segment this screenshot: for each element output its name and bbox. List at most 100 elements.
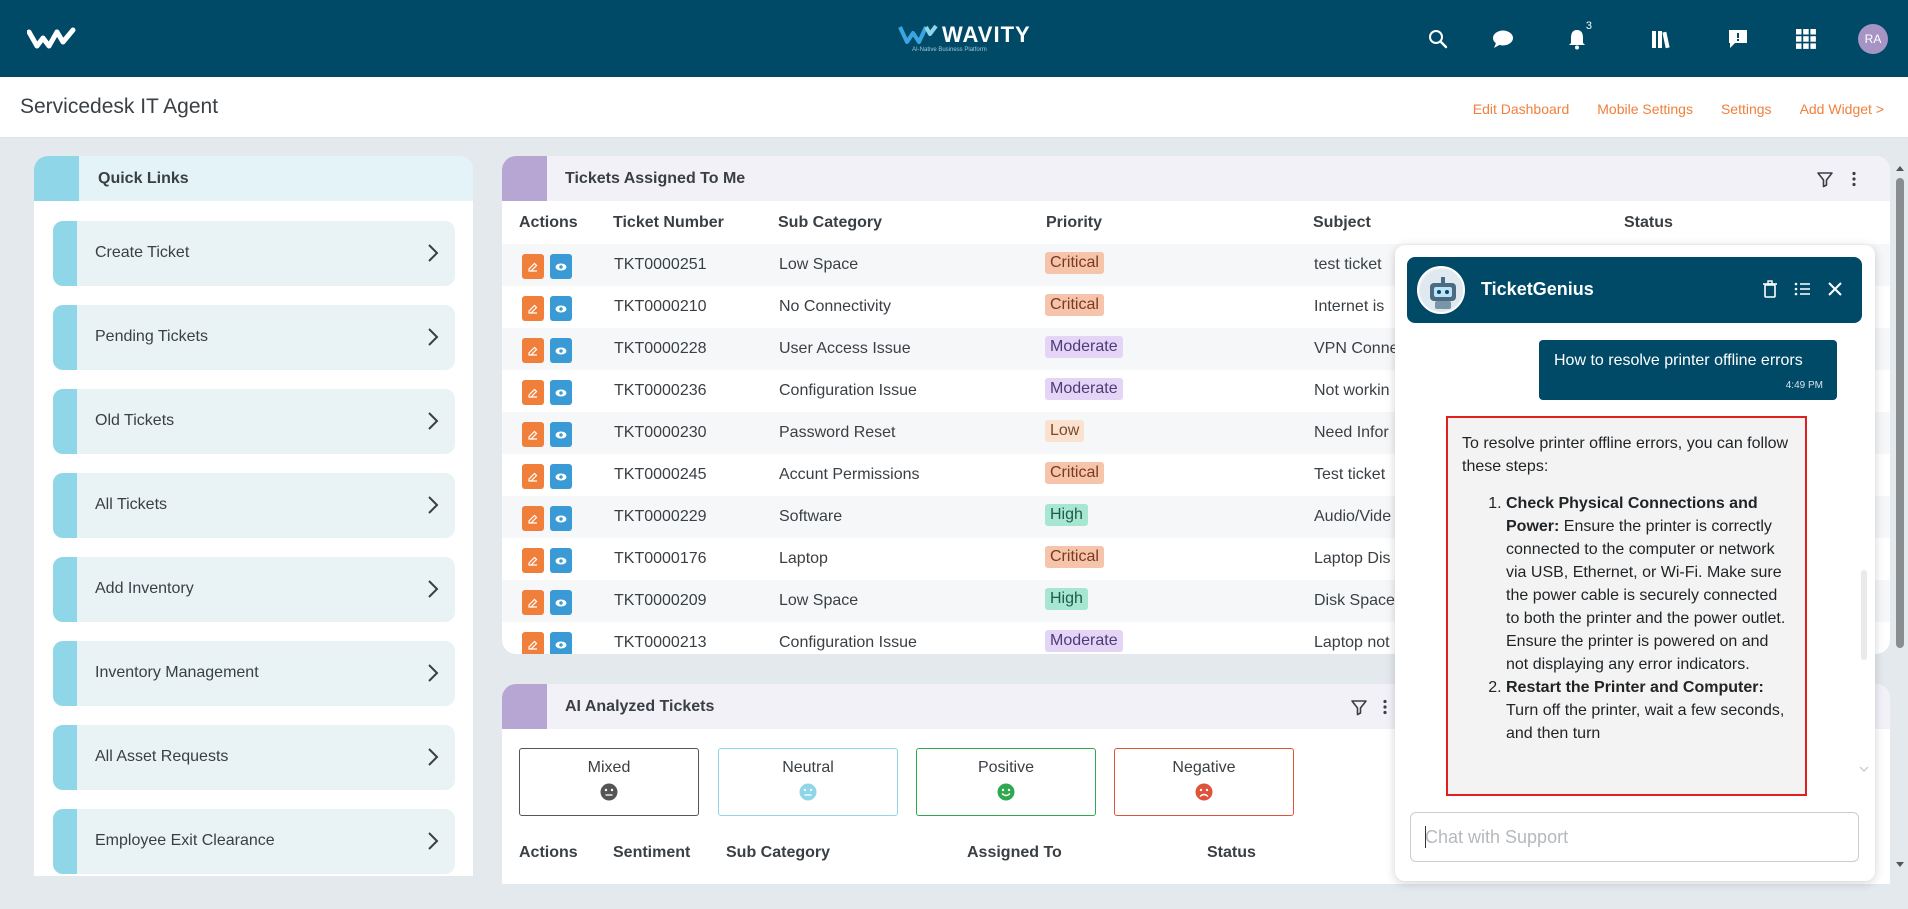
table-row[interactable]: TKT0000245 Accunt Permissions Critical T… (502, 454, 1890, 496)
filter-icon[interactable] (1350, 698, 1368, 716)
quick-link-old-tickets[interactable]: Old Tickets (53, 389, 455, 454)
priority-badge: Critical (1045, 294, 1104, 316)
quick-links-accent (34, 156, 79, 201)
view-eye-icon[interactable] (550, 380, 572, 405)
table-row[interactable]: TKT0000236 Configuration Issue Moderate … (502, 370, 1890, 412)
ticket-subject: Need Infor (1314, 424, 1389, 441)
priority-badge: Critical (1045, 252, 1104, 274)
ticket-number[interactable]: TKT0000251 (614, 256, 707, 273)
ai-column-header-sentiment[interactable]: Sentiment (613, 844, 691, 861)
quick-link-inventory-management[interactable]: Inventory Management (53, 641, 455, 706)
sentiment-card-neutral[interactable]: Neutral (718, 748, 898, 816)
view-eye-icon[interactable] (550, 590, 572, 615)
view-eye-icon[interactable] (550, 254, 572, 279)
page-scrollbar[interactable] (1894, 160, 1906, 872)
priority-badge: High (1045, 588, 1088, 610)
ticket-number[interactable]: TKT0000230 (614, 424, 707, 441)
ticket-number[interactable]: TKT0000236 (614, 382, 707, 399)
priority-badge: Critical (1045, 462, 1104, 484)
apps-grid-icon[interactable] (1789, 22, 1823, 56)
ai-column-header-sub-category[interactable]: Sub Category (726, 844, 831, 861)
edit-icon[interactable] (522, 422, 544, 447)
edit-icon[interactable] (522, 338, 544, 363)
bot-step-text: Turn off the printer, wait a few seconds… (1506, 702, 1785, 742)
chevron-down-icon[interactable] (1859, 765, 1869, 773)
user-message-bubble: How to resolve printer offline errors 4:… (1539, 340, 1837, 400)
edit-icon[interactable] (522, 506, 544, 531)
close-icon[interactable] (1825, 279, 1845, 299)
quick-link-add-inventory[interactable]: Add Inventory (53, 557, 455, 622)
settings-link[interactable]: Settings (1720, 101, 1772, 117)
user-avatar[interactable]: RA (1858, 24, 1888, 54)
edit-icon[interactable] (522, 464, 544, 489)
view-eye-icon[interactable] (550, 422, 572, 447)
view-eye-icon[interactable] (550, 632, 572, 654)
edit-icon[interactable] (522, 380, 544, 405)
ticket-number[interactable]: TKT0000245 (614, 466, 707, 483)
view-eye-icon[interactable] (550, 506, 572, 531)
column-header-sub-category[interactable]: Sub Category (778, 214, 883, 231)
edit-icon[interactable] (522, 548, 544, 573)
edit-icon[interactable] (522, 254, 544, 279)
ticket-number[interactable]: TKT0000229 (614, 508, 707, 525)
sentiment-card-positive[interactable]: Positive (916, 748, 1096, 816)
ai-column-header-assigned-to[interactable]: Assigned To (967, 844, 1062, 861)
scroll-up-arrow-icon[interactable] (1894, 163, 1906, 173)
feedback-icon[interactable] (1721, 22, 1755, 56)
view-eye-icon[interactable] (550, 338, 572, 363)
sentiment-label: Neutral (782, 759, 834, 776)
column-header-subject[interactable]: Subject (1313, 214, 1371, 231)
trash-icon[interactable] (1760, 279, 1780, 299)
table-row[interactable]: TKT0000176 Laptop Critical Laptop Dis (502, 538, 1890, 580)
mobile-settings-link[interactable]: Mobile Settings (1597, 101, 1693, 117)
ticket-number[interactable]: TKT0000176 (614, 550, 707, 567)
priority-badge: Moderate (1045, 336, 1123, 358)
edit-dashboard-link[interactable]: Edit Dashboard (1472, 101, 1570, 117)
edit-icon[interactable] (522, 296, 544, 321)
priority-badge: Moderate (1045, 630, 1123, 652)
quick-link-create-ticket[interactable]: Create Ticket (53, 221, 455, 286)
quick-link-pending-tickets[interactable]: Pending Tickets (53, 305, 455, 370)
quick-links-header: Quick Links (34, 156, 473, 201)
column-header-status[interactable]: Status (1624, 214, 1673, 231)
view-eye-icon[interactable] (550, 296, 572, 321)
edit-icon[interactable] (522, 632, 544, 654)
table-row[interactable]: TKT0000210 No Connectivity Critical Inte… (502, 286, 1890, 328)
column-header-priority[interactable]: Priority (1046, 214, 1103, 231)
wavity-logo-icon[interactable] (27, 26, 77, 52)
column-header-ticket-number[interactable]: Ticket Number (613, 214, 724, 231)
more-vertical-icon[interactable] (1845, 170, 1863, 188)
filter-icon[interactable] (1816, 170, 1834, 188)
quick-link-all-tickets[interactable]: All Tickets (53, 473, 455, 538)
chat-bubble-icon[interactable] (1486, 22, 1520, 56)
list-icon[interactable] (1792, 279, 1812, 299)
chat-scrollbar[interactable] (1861, 570, 1867, 660)
view-eye-icon[interactable] (550, 464, 572, 489)
chevron-right-icon (428, 328, 439, 346)
ticket-number[interactable]: TKT0000209 (614, 592, 707, 609)
scroll-down-arrow-icon[interactable] (1894, 860, 1906, 870)
add-widget-link[interactable]: Add Widget > (1799, 101, 1884, 117)
chevron-right-icon (428, 244, 439, 262)
sentiment-card-mixed[interactable]: Mixed (519, 748, 699, 816)
page-scrollbar-thumb[interactable] (1896, 178, 1904, 648)
view-eye-icon[interactable] (550, 548, 572, 573)
more-vertical-icon[interactable] (1376, 698, 1394, 716)
ai-column-header-actions: Actions (519, 844, 578, 861)
quick-link-employee-exit-clearance[interactable]: Employee Exit Clearance (53, 809, 455, 874)
ticket-number[interactable]: TKT0000210 (614, 298, 707, 315)
bot-message-bubble: To resolve printer offline errors, you c… (1446, 416, 1807, 796)
ai-column-header-status[interactable]: Status (1207, 844, 1256, 861)
sentiment-card-negative[interactable]: Negative (1114, 748, 1294, 816)
bell-icon[interactable]: 3 (1560, 20, 1594, 56)
table-row[interactable]: TKT0000213 Configuration Issue Moderate … (502, 622, 1890, 654)
search-icon[interactable] (1421, 22, 1455, 56)
edit-icon[interactable] (522, 590, 544, 615)
quick-link-all-asset-requests[interactable]: All Asset Requests (53, 725, 455, 790)
chat-input[interactable] (1410, 812, 1859, 862)
ticket-number[interactable]: TKT0000213 (614, 634, 707, 651)
ticket-number[interactable]: TKT0000228 (614, 340, 707, 357)
priority-badge: Critical (1045, 546, 1104, 568)
library-icon[interactable] (1645, 22, 1679, 56)
brand-logo: WAVITY (898, 22, 1031, 48)
